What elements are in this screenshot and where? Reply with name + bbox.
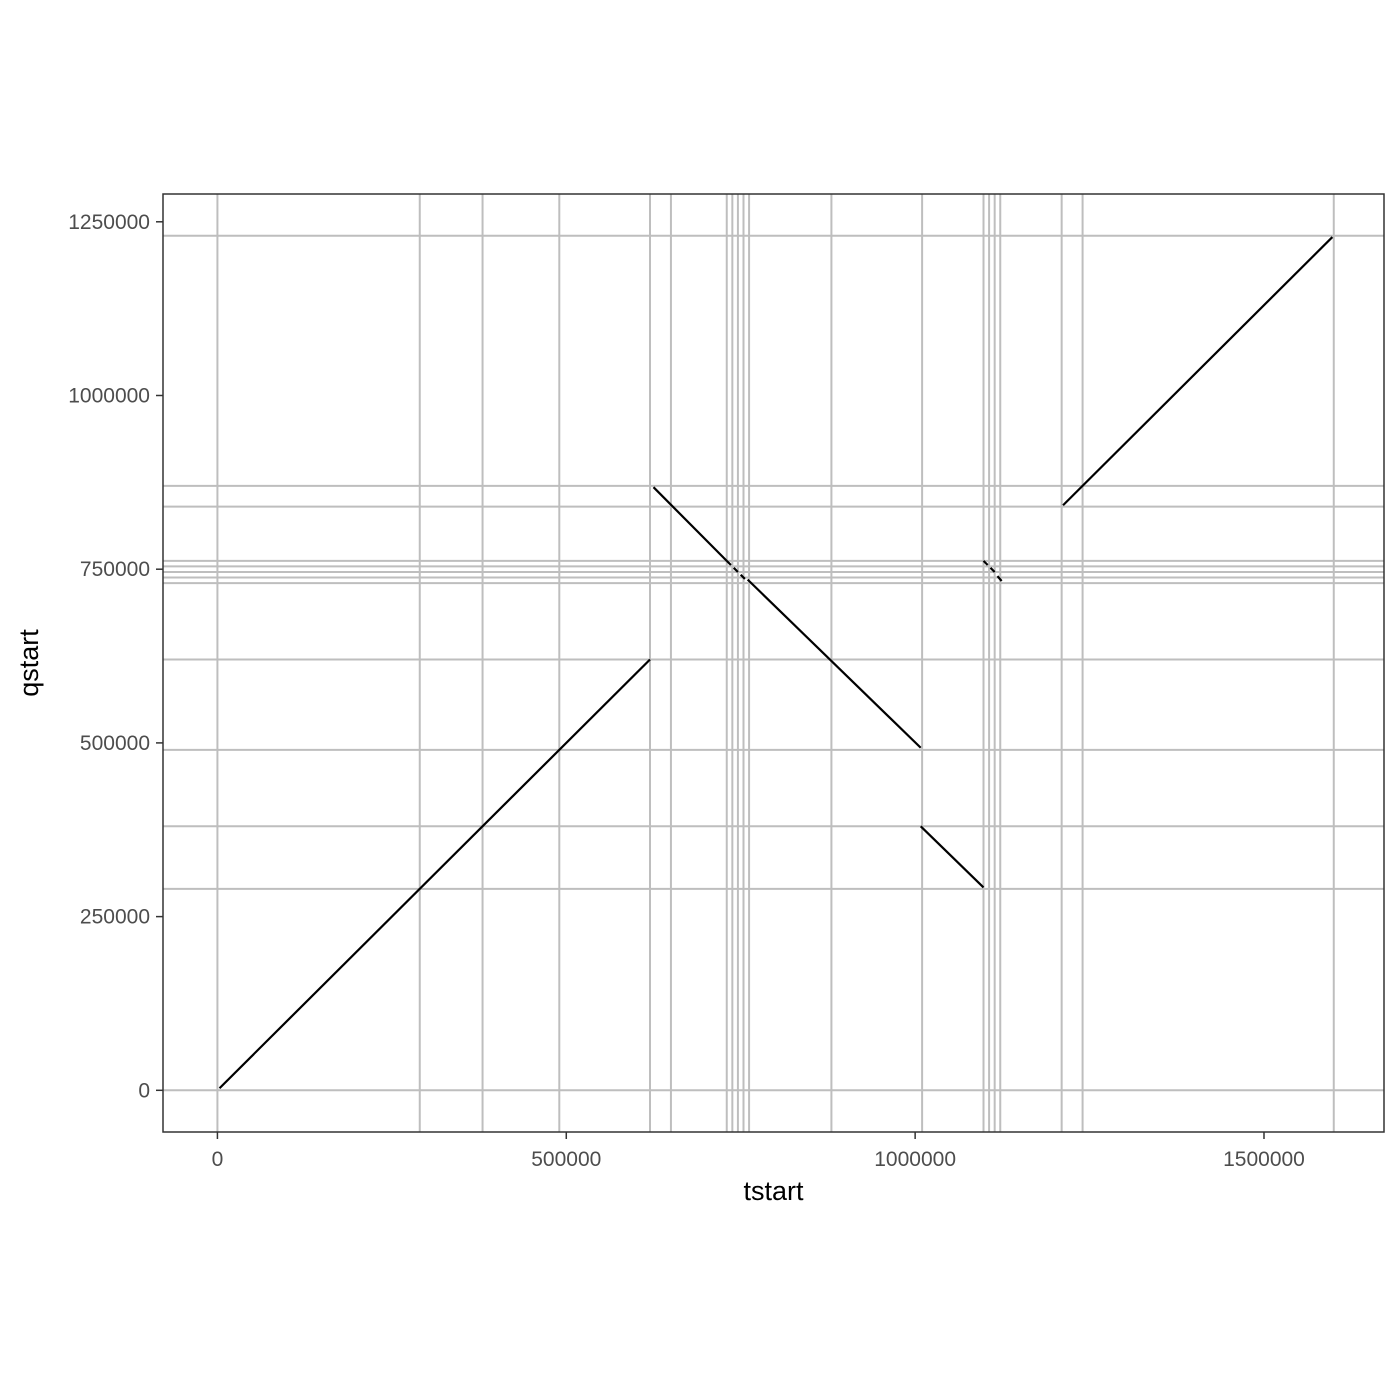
- plot-background: [163, 194, 1384, 1132]
- alignment-segment-4: [739, 573, 746, 580]
- alignment-segment-9: [996, 575, 1003, 582]
- y-tick-label-5: 1250000: [68, 211, 150, 234]
- reference-lines: [163, 194, 1384, 1132]
- x-tick-label-1: 500000: [531, 1148, 601, 1171]
- alignment-segment-0: [218, 658, 651, 1090]
- plot-border: [162, 193, 1385, 1133]
- x-axis-title: tstart: [743, 1176, 804, 1206]
- alignment-segment-8: [989, 567, 996, 573]
- x-tick-label-2: 1000000: [874, 1148, 956, 1171]
- alignment-segment-7: [982, 560, 989, 566]
- alignment-segment-6: [919, 825, 985, 889]
- x-axis: 0 500000 1000000 1500000: [212, 1132, 1305, 1171]
- x-tick-label-0: 0: [212, 1148, 224, 1171]
- y-tick-label-0: 0: [138, 1079, 150, 1102]
- alignment-segment-3: [732, 567, 739, 573]
- y-tick-label-1: 250000: [80, 906, 150, 929]
- x-tick-label-3: 1500000: [1223, 1148, 1305, 1171]
- y-tick-label-2: 500000: [80, 732, 150, 755]
- alignment-segment-10: [1062, 236, 1334, 507]
- alignment-segment-2: [725, 560, 732, 566]
- y-tick-label-3: 750000: [80, 558, 150, 581]
- alignment-segment-5: [746, 578, 922, 749]
- y-tick-label-4: 1000000: [68, 384, 150, 407]
- y-axis-title: qstart: [14, 629, 44, 697]
- y-axis: 0 250000 500000 750000 1000000 1250000: [68, 211, 163, 1102]
- alignment-segment-1: [652, 486, 728, 562]
- alignment-segments: [218, 236, 1334, 1090]
